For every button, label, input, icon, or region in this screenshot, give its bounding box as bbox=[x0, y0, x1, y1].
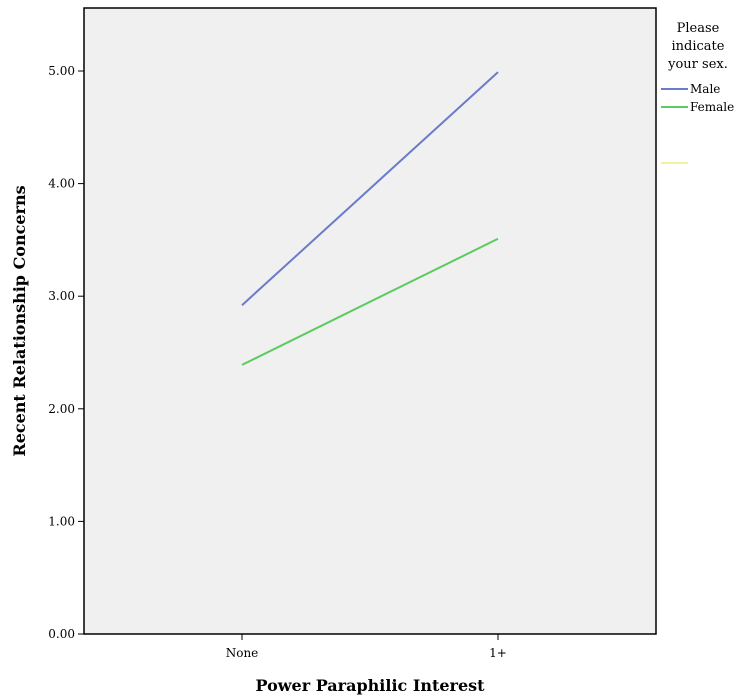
x-tick-label: 1+ bbox=[489, 646, 507, 660]
y-tick-label: 5.00 bbox=[48, 64, 75, 78]
y-axis-title: Recent Relationship Concerns bbox=[10, 185, 29, 456]
x-axis-title: Power Paraphilic Interest bbox=[255, 676, 485, 695]
legend-title-line-2: indicate bbox=[672, 39, 725, 54]
x-axis: None 1+ bbox=[226, 634, 507, 660]
legend-title-line-1: Please bbox=[677, 21, 720, 36]
legend-items: Male Female bbox=[661, 82, 734, 114]
y-tick-label: 1.00 bbox=[48, 514, 75, 528]
legend-label-female: Female bbox=[690, 100, 734, 114]
series-line-female bbox=[241, 237, 499, 366]
x-tick-label: None bbox=[226, 646, 259, 660]
legend-title-line-3: your sex. bbox=[667, 57, 728, 72]
y-tick-label: 0.00 bbox=[48, 627, 75, 641]
y-tick-label: 3.00 bbox=[48, 289, 75, 303]
y-tick-label: 2.00 bbox=[48, 402, 75, 416]
series-line-male bbox=[241, 71, 499, 306]
legend: Please indicate your sex. Male Female bbox=[661, 21, 734, 164]
y-tick-label: 4.00 bbox=[48, 177, 75, 191]
y-axis: 0.00 1.00 2.00 3.00 4.00 5.00 bbox=[48, 64, 84, 641]
plot-area bbox=[83, 7, 657, 635]
series-layer bbox=[241, 71, 499, 366]
legend-label-male: Male bbox=[690, 82, 720, 96]
